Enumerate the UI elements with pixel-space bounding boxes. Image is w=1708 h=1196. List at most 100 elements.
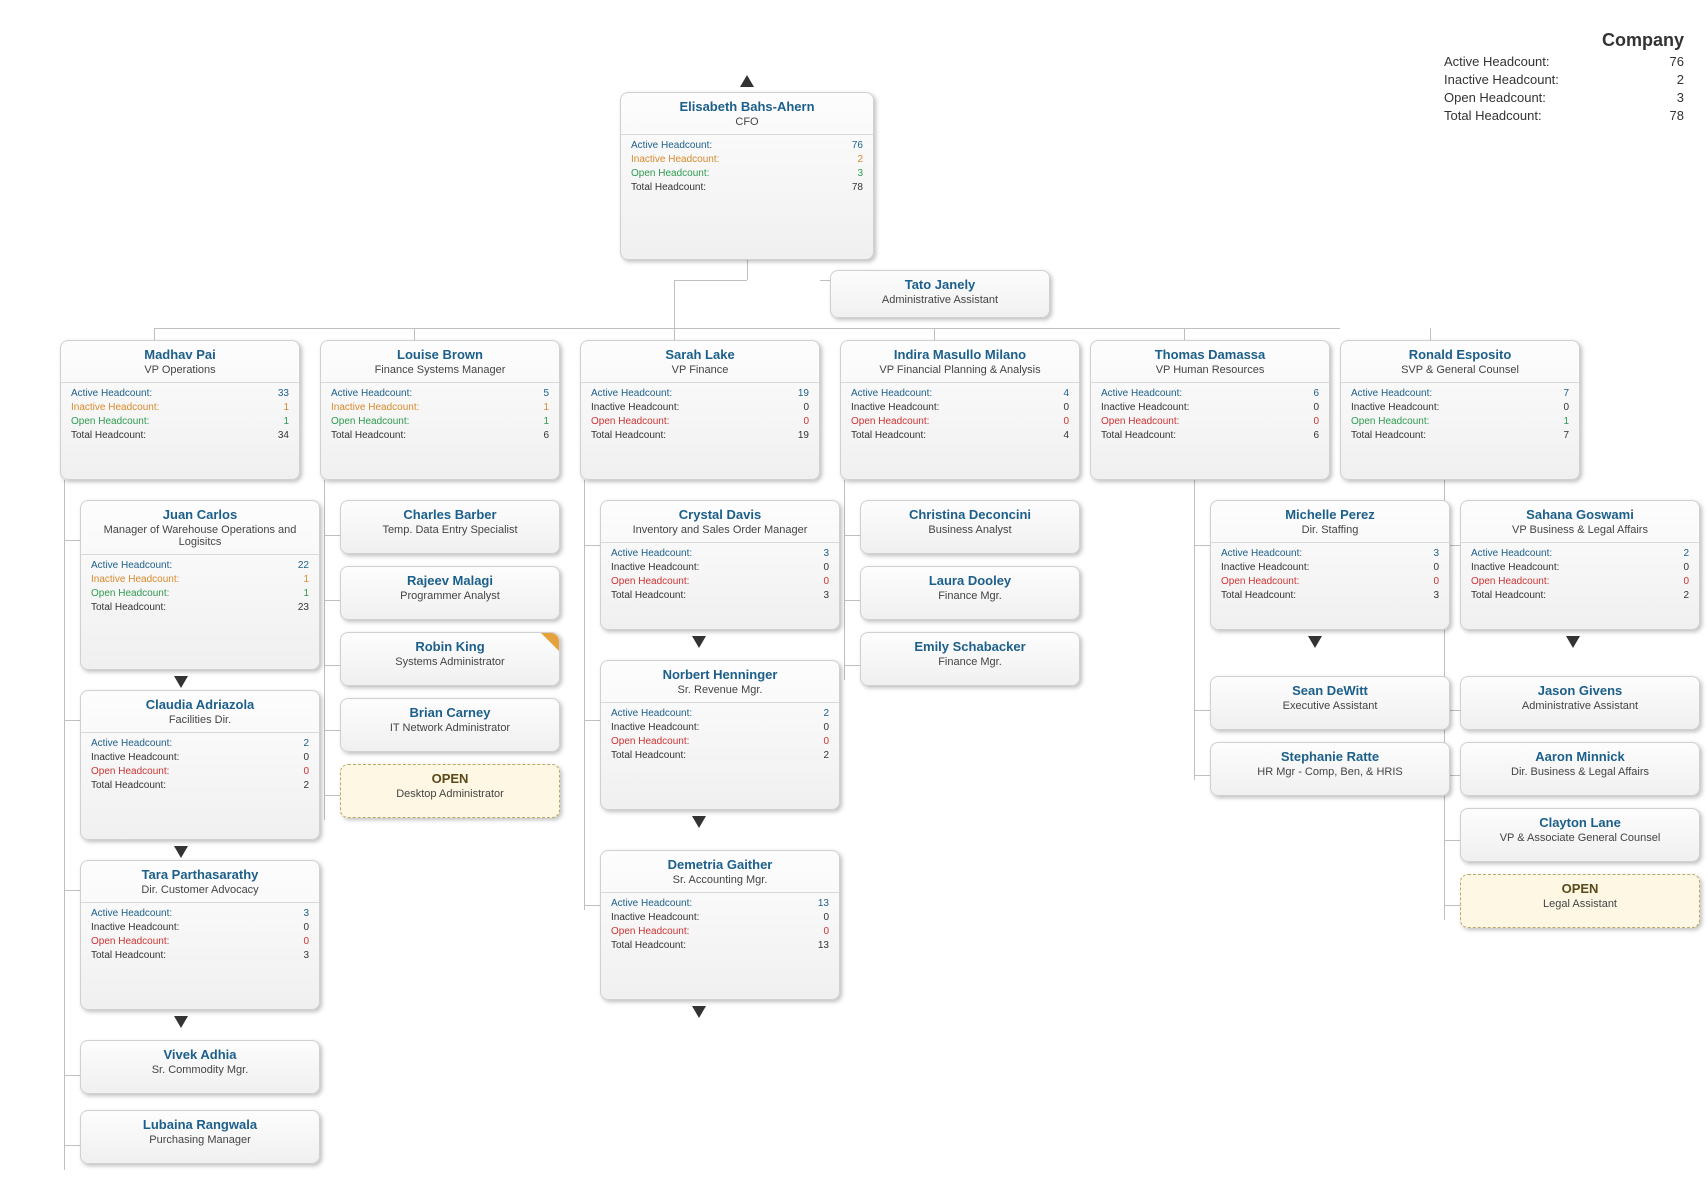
- open-row: Open Headcount:0: [611, 575, 829, 589]
- open-row: Open Headcount: 1: [91, 587, 309, 601]
- inactive-row: Inactive Headcount:0: [91, 921, 309, 935]
- node-stats: Active Headcount:13Inactive Headcount:0O…: [611, 897, 829, 953]
- node-stats: Active Headcount:6Inactive Headcount:0Op…: [1101, 387, 1319, 443]
- node-title: Purchasing Manager: [91, 1134, 309, 1146]
- orgchart-node-michelle[interactable]: Michelle PerezDir. StaffingActive Headco…: [1210, 500, 1450, 630]
- open-row: Open Headcount: 0: [591, 415, 809, 429]
- node-stats: Active Headcount:3Inactive Headcount:0Op…: [1221, 547, 1439, 603]
- orgchart-node-crystal[interactable]: Crystal DavisInventory and Sales Order M…: [600, 500, 840, 630]
- orgchart-node-lubaina[interactable]: Lubaina Rangwala Purchasing Manager: [80, 1110, 320, 1164]
- orgchart-node-charles[interactable]: Charles BarberTemp. Data Entry Specialis…: [340, 500, 560, 554]
- node-title: Business Analyst: [871, 524, 1069, 536]
- stat-label: Total Headcount:: [91, 949, 166, 963]
- inactive-row: Inactive Headcount:1: [71, 401, 289, 415]
- orgchart-node-open-legal[interactable]: OPENLegal Assistant: [1460, 874, 1700, 928]
- orgchart-node-clayton[interactable]: Clayton LaneVP & Associate General Couns…: [1460, 808, 1700, 862]
- expand-down-arrow-icon[interactable]: [692, 816, 706, 828]
- stat-value: 13: [818, 939, 829, 953]
- active-row: Active Headcount:76: [631, 139, 863, 153]
- collapse-up-arrow-icon[interactable]: [740, 75, 754, 87]
- orgchart-node-aaron[interactable]: Aaron MinnickDir. Business & Legal Affai…: [1460, 742, 1700, 796]
- stat-label: Open Headcount:: [591, 415, 669, 429]
- node-title: Dir. Business & Legal Affairs: [1471, 766, 1689, 778]
- stat-label: Active Headcount:: [851, 387, 932, 401]
- summary-inactive-value: 2: [1677, 71, 1684, 89]
- stat-value: 1: [303, 573, 309, 587]
- orgchart-node-brian[interactable]: Brian CarneyIT Network Administrator: [340, 698, 560, 752]
- orgchart-node-svp-gc[interactable]: Ronald EspositoSVP & General CounselActi…: [1340, 340, 1580, 480]
- orgchart-node-juan[interactable]: Juan CarlosManager of Warehouse Operatio…: [80, 500, 320, 670]
- inactive-row: Inactive Headcount:0: [1471, 561, 1689, 575]
- orgchart-node-rajeev[interactable]: Rajeev MalagiProgrammer Analyst: [340, 566, 560, 620]
- node-title: Programmer Analyst: [351, 590, 549, 602]
- orgchart-node-laura[interactable]: Laura DooleyFinance Mgr.: [860, 566, 1080, 620]
- node-name: Stephanie Ratte: [1221, 749, 1439, 764]
- stat-label: Inactive Headcount:: [331, 401, 419, 415]
- node-separator: [1211, 542, 1449, 543]
- stat-value: 0: [1683, 561, 1689, 575]
- stat-label: Active Headcount:: [1351, 387, 1432, 401]
- stat-value: 3: [823, 589, 829, 603]
- orgchart-node-vp-fpna[interactable]: Indira Masullo MilanoVP Financial Planni…: [840, 340, 1080, 480]
- orgchart-node-claudia[interactable]: Claudia AdriazolaFacilities Dir.Active H…: [80, 690, 320, 840]
- stat-value: 1: [303, 587, 309, 601]
- node-stats: Active Headcount:3Inactive Headcount:0Op…: [611, 547, 829, 603]
- expand-down-arrow-icon[interactable]: [174, 676, 188, 688]
- orgchart-node-christina[interactable]: Christina DeconciniBusiness Analyst: [860, 500, 1080, 554]
- stat-value: 0: [803, 401, 809, 415]
- expand-down-arrow-icon[interactable]: [692, 636, 706, 648]
- stat-label: Open Headcount:: [91, 587, 169, 601]
- stat-value: 4: [1063, 387, 1069, 401]
- expand-down-arrow-icon[interactable]: [174, 1016, 188, 1028]
- orgchart-node-sahana[interactable]: Sahana GoswamiVP Business & Legal Affair…: [1460, 500, 1700, 630]
- stat-value: 2: [823, 707, 829, 721]
- node-stats: Active Headcount:5Inactive Headcount:1Op…: [331, 387, 549, 443]
- node-name: Charles Barber: [351, 507, 549, 522]
- node-separator: [81, 902, 319, 903]
- stat-label: Open Headcount:: [611, 735, 689, 749]
- node-name: Elisabeth Bahs-Ahern: [631, 99, 863, 114]
- node-name: Crystal Davis: [611, 507, 829, 522]
- orgchart-node-vivek[interactable]: Vivek AdhiaSr. Commodity Mgr.: [80, 1040, 320, 1094]
- node-stats: Active Headcount:4Inactive Headcount:0Op…: [851, 387, 1069, 443]
- node-separator: [601, 702, 839, 703]
- stat-value: 3: [1433, 589, 1439, 603]
- node-separator: [601, 892, 839, 893]
- orgchart-node-vp-hr[interactable]: Thomas DamassaVP Human ResourcesActive H…: [1090, 340, 1330, 480]
- orgchart-node-open-desktop[interactable]: OPENDesktop Administrator: [340, 764, 560, 818]
- expand-down-arrow-icon[interactable]: [1566, 636, 1580, 648]
- orgchart-node-demetria[interactable]: Demetria GaitherSr. Accounting Mgr.Activ…: [600, 850, 840, 1000]
- node-name: Indira Masullo Milano: [851, 347, 1069, 362]
- stat-value: 0: [823, 575, 829, 589]
- orgchart-node-sean[interactable]: Sean DeWittExecutive Assistant: [1210, 676, 1450, 730]
- orgchart-node-cfo[interactable]: Elisabeth Bahs-AhernCFOActive Headcount:…: [620, 92, 874, 260]
- node-name: Tara Parthasarathy: [91, 867, 309, 882]
- expand-down-arrow-icon[interactable]: [174, 846, 188, 858]
- open-row: Open Headcount:0: [611, 735, 829, 749]
- orgchart-node-tara[interactable]: Tara ParthasarathyDir. Customer Advocacy…: [80, 860, 320, 1010]
- orgchart-node-norbert[interactable]: Norbert HenningerSr. Revenue Mgr.Active …: [600, 660, 840, 810]
- node-name: Lubaina Rangwala: [91, 1117, 309, 1132]
- active-row: Active Headcount:6: [1101, 387, 1319, 401]
- total-row: Total Headcount:6: [331, 429, 549, 443]
- expand-down-arrow-icon[interactable]: [692, 1006, 706, 1018]
- node-stats: Active Headcount:7Inactive Headcount:0Op…: [1351, 387, 1569, 443]
- stat-label: Open Headcount:: [91, 765, 169, 779]
- orgchart-node-vp-fin[interactable]: Sarah LakeVP FinanceActive Headcount:19I…: [580, 340, 820, 480]
- orgchart-node-vp-ops[interactable]: Madhav PaiVP OperationsActive Headcount:…: [60, 340, 300, 480]
- stat-label: Inactive Headcount:: [91, 921, 179, 935]
- orgchart-node-jason[interactable]: Jason GivensAdministrative Assistant: [1460, 676, 1700, 730]
- orgchart-node-fin-sys-mgr[interactable]: Louise BrownFinance Systems ManagerActiv…: [320, 340, 560, 480]
- orgchart-node-emily[interactable]: Emily SchabackerFinance Mgr.: [860, 632, 1080, 686]
- expand-down-arrow-icon[interactable]: [1308, 636, 1322, 648]
- orgchart-node-admin-assist[interactable]: Tato JanelyAdministrative Assistant: [830, 270, 1050, 318]
- active-row: Active Headcount:19: [591, 387, 809, 401]
- orgchart-node-robin[interactable]: Robin KingSystems Administrator: [340, 632, 560, 686]
- stat-value: 0: [823, 925, 829, 939]
- summary-row-active: Active Headcount: 76: [1444, 53, 1684, 71]
- stat-value: 0: [803, 415, 809, 429]
- stat-value: 0: [823, 721, 829, 735]
- orgchart-node-stephanie[interactable]: Stephanie RatteHR Mgr - Comp, Ben, & HRI…: [1210, 742, 1450, 796]
- stat-label: Total Headcount:: [611, 589, 686, 603]
- node-title: Dir. Staffing: [1221, 524, 1439, 536]
